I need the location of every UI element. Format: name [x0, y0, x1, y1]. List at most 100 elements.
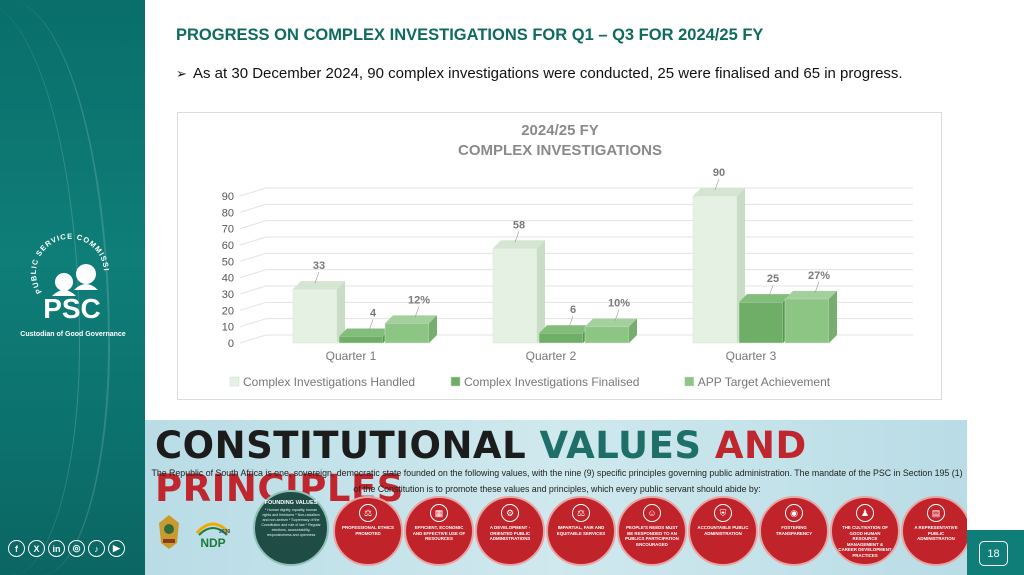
emblems: 2030 NDP [155, 513, 233, 551]
principle-label: A DEVELOPMENT - ORIENTED PUBLIC ADMINIST… [489, 525, 531, 542]
bar [584, 326, 630, 344]
data-label-leader [814, 281, 820, 294]
legend-label: Complex Investigations Finalised [464, 375, 639, 389]
chart-canvas: 2024/25 FY COMPLEX INVESTIGATIONS 0 10 20 30 4… [222, 122, 913, 389]
x-icon[interactable]: X [28, 540, 45, 557]
principle-circle: ☺ PEOPLE'S NEEDS MUST BE RESPONDED TO AN … [617, 496, 687, 566]
y-tick-label: 40 [222, 273, 234, 285]
principle-circle: ▤ A REPRESENTATIVE PUBLIC ADMINISTRATION [901, 496, 967, 566]
principle-label: A REPRESENTATIVE PUBLIC ADMINISTRATION [914, 525, 958, 542]
people-icon: ☺ [643, 504, 661, 522]
y-tick-label: 60 [222, 240, 234, 252]
bullet-text: As at 30 December 2024, 90 complex inves… [193, 65, 903, 82]
bar [738, 301, 784, 344]
bar-top [385, 315, 437, 324]
svg-text:PSC: PSC [43, 293, 101, 324]
facebook-icon[interactable]: f [8, 540, 25, 557]
bar-side [629, 318, 637, 343]
page-number: 18 [979, 541, 1008, 566]
slide-title: PROGRESS ON COMPLEX INVESTIGATIONS FOR Q… [176, 26, 764, 44]
y-tick-label: 20 [222, 305, 234, 317]
eye-icon: ◉ [785, 504, 803, 522]
bullet-arrow-icon: ➢ [176, 66, 187, 81]
constitutional-values-banner: CONSTITUTIONAL VALUES AND PRINCIPLES The… [145, 420, 967, 575]
balance-icon: ⚖ [572, 504, 590, 522]
banner-subtitle: The Republic of South Africa is one, sov… [151, 468, 963, 494]
principles-row: ⚖ PROFESSIONAL ETHICS PROMOTED ▦ EFFICIENT,… [333, 496, 967, 566]
bar-top [785, 290, 837, 299]
data-label-leader [368, 319, 374, 331]
bar-top [739, 294, 791, 303]
data-label-leader [314, 271, 320, 284]
principle-circle: ⚙ A DEVELOPMENT - ORIENTED PUBLIC ADMINIS… [475, 496, 545, 566]
data-label: 10% [608, 298, 630, 310]
bar-top [585, 318, 637, 327]
data-label-leader [714, 178, 720, 191]
bar-top [693, 188, 745, 196]
legend-swatch [450, 376, 461, 387]
gear-icon: ⚙ [501, 504, 519, 522]
founding-values-body: * Human dignity, equality, human rights … [261, 508, 321, 537]
y-tick-label: 0 [228, 338, 234, 350]
gridline-diagonal [239, 269, 267, 279]
coat-of-arms-icon [159, 515, 179, 549]
y-tick-label: 30 [222, 289, 234, 301]
data-label-leader [414, 306, 420, 318]
principle-label: PEOPLE'S NEEDS MUST BE RESPONDED TO AN P… [625, 525, 679, 547]
y-tick-label: 80 [222, 207, 234, 219]
linkedin-icon[interactable]: in [48, 540, 65, 557]
principle-circle: ◉ FOSTERING TRANSPARENCY [759, 496, 829, 566]
bar-side [537, 240, 545, 343]
x-category-label: Quarter 2 [526, 349, 577, 363]
bar-side [429, 315, 437, 343]
data-label-leader [768, 285, 774, 297]
data-label-leader [514, 231, 520, 243]
gridline-diagonal [239, 285, 267, 295]
principle-label: IMPARTIAL, FAIR AND EQUITABLE SERVICES [556, 525, 606, 536]
principle-label: ACCOUNTABLE PUBLIC ADMINISTRATION [697, 525, 749, 536]
principle-label: FOSTERING TRANSPARENCY [775, 525, 813, 536]
gridline-diagonal [239, 301, 267, 311]
bar-top [293, 281, 345, 290]
bar [338, 336, 384, 344]
y-tick-label: 70 [222, 224, 234, 236]
bar-side [337, 281, 345, 343]
data-label: 25 [767, 273, 779, 285]
principle-circle: ⚖ IMPARTIAL, FAIR AND EQUITABLE SERVICES [546, 496, 616, 566]
principle-label: EFFICIENT, ECONOMIC AND EFFECTIVE USE OF… [412, 525, 466, 542]
data-label-leader [568, 316, 574, 328]
bar-chart: 2024/25 FY COMPLEX INVESTIGATIONS 0 10 20 30 4… [177, 112, 942, 400]
data-label: 27% [808, 270, 830, 282]
bar-top [493, 240, 545, 249]
y-tick-label: 90 [222, 191, 234, 203]
bar [538, 332, 584, 344]
legend-label: APP Target Achievement [698, 375, 831, 389]
bar-top [339, 328, 391, 337]
principle-circle: ▦ EFFICIENT, ECONOMIC AND EFFECTIVE USE O… [404, 496, 474, 566]
data-label: 4 [370, 307, 377, 319]
founding-values-circle: FOUNDING VALUES * Human dignity, equalit… [253, 490, 329, 566]
social-links: f X in ◎ ♪ ▶ [8, 540, 125, 557]
principle-circle: ⛨ ACCOUNTABLE PUBLIC ADMINISTRATION [688, 496, 758, 566]
document-icon: ▤ [927, 504, 945, 522]
principle-circle: ⚖ PROFESSIONAL ETHICS PROMOTED [333, 496, 403, 566]
data-label: 12% [408, 294, 430, 306]
tiktok-icon[interactable]: ♪ [88, 540, 105, 557]
gridline-diagonal [239, 203, 267, 213]
chart-subtitle: COMPLEX INVESTIGATIONS [458, 142, 662, 159]
bar [492, 248, 538, 344]
psc-logo: PUBLIC SERVICE COMMISSION PSC [22, 232, 110, 324]
instagram-icon[interactable]: ◎ [68, 540, 85, 557]
ndp-logo: 2030 NDP [195, 522, 230, 550]
bar [292, 288, 338, 344]
youtube-icon[interactable]: ▶ [108, 540, 125, 557]
org-icon: ♟ [856, 504, 874, 522]
principle-label: PROFESSIONAL ETHICS PROMOTED [342, 525, 394, 536]
svg-text:NDP: NDP [200, 536, 225, 550]
data-label: 90 [713, 167, 725, 179]
data-label: 6 [570, 304, 576, 316]
data-label-leader [614, 309, 620, 321]
legend-swatch [229, 376, 240, 387]
bar-side [829, 290, 837, 343]
x-category-label: Quarter 3 [726, 349, 777, 363]
